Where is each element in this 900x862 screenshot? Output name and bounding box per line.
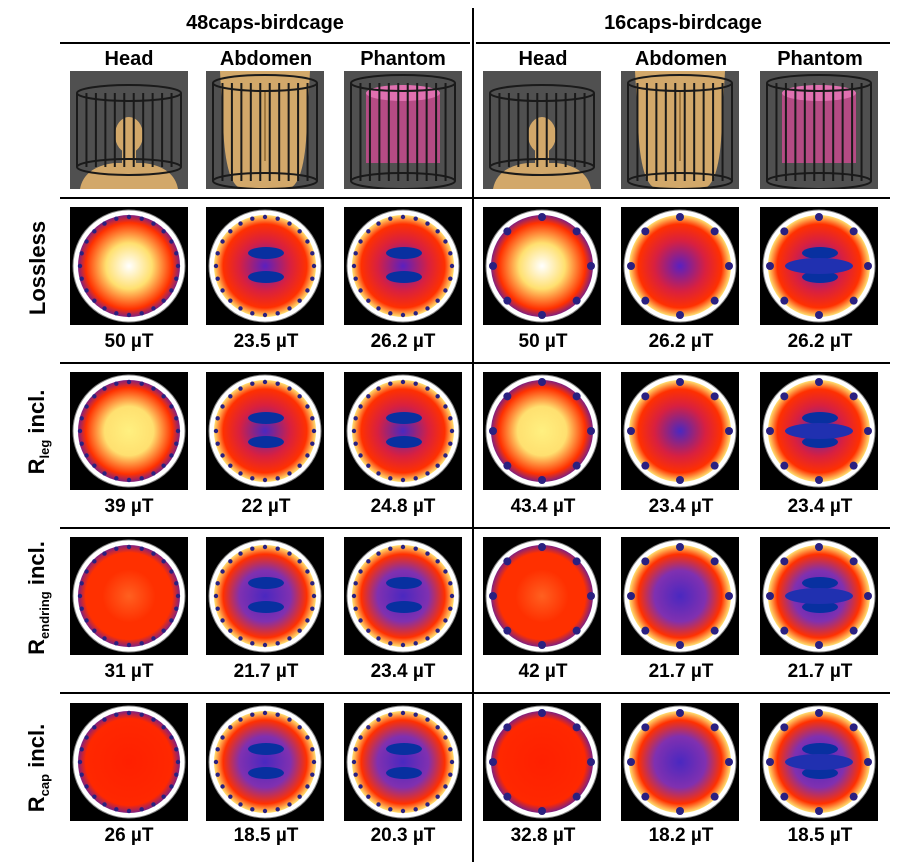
b1-value-label: 43.4 µT xyxy=(510,496,576,517)
abdomen-field-map xyxy=(621,537,739,655)
phantom-field-map xyxy=(760,372,878,490)
head-field-map xyxy=(483,207,601,325)
abdomen-field-map xyxy=(621,372,739,490)
head-model-thumbnail xyxy=(70,71,188,189)
b1-value-label: 26 µT xyxy=(104,825,154,846)
b1-value-label: 18.2 µT xyxy=(648,825,714,846)
abdomen-model-thumbnail xyxy=(206,71,324,189)
column-header: Head xyxy=(518,48,568,70)
header-underline xyxy=(476,42,890,44)
b1-value-label: 23.5 µT xyxy=(233,331,299,352)
b1-value-label: 21.7 µT xyxy=(648,661,714,682)
head-field-map xyxy=(483,703,601,821)
phantom-field-map xyxy=(344,703,462,821)
b1-value-label: 21.7 µT xyxy=(233,661,299,682)
b1-value-label: 23.4 µT xyxy=(648,496,714,517)
row-divider xyxy=(60,692,890,694)
b1-value-label: 50 µT xyxy=(518,331,568,352)
phantom-field-map xyxy=(344,207,462,325)
abdomen-field-map xyxy=(206,207,324,325)
head-model-thumbnail xyxy=(483,71,601,189)
column-header: Abdomen xyxy=(219,48,313,70)
b1-value-label: 18.5 µT xyxy=(787,825,853,846)
b1-value-label: 26.2 µT xyxy=(787,331,853,352)
row-divider xyxy=(60,197,890,199)
abdomen-field-map xyxy=(621,703,739,821)
row-label-rendring: Rendring incl. xyxy=(23,541,53,655)
row-divider xyxy=(60,362,890,364)
head-field-map xyxy=(70,703,188,821)
phantom-field-map xyxy=(760,703,878,821)
head-field-map xyxy=(483,372,601,490)
head-field-map xyxy=(70,372,188,490)
phantom-field-map xyxy=(344,537,462,655)
abdomen-model-thumbnail xyxy=(621,71,739,189)
group-title-48caps: 48caps-birdcage xyxy=(186,12,344,34)
head-field-map xyxy=(70,537,188,655)
phantom-model-thumbnail xyxy=(344,71,462,189)
abdomen-field-map xyxy=(206,703,324,821)
head-field-map xyxy=(70,207,188,325)
b1-value-label: 42 µT xyxy=(518,661,568,682)
row-divider xyxy=(60,527,890,529)
column-header: Phantom xyxy=(777,48,863,70)
column-header: Phantom xyxy=(360,48,446,70)
phantom-field-map xyxy=(344,372,462,490)
phantom-model-thumbnail xyxy=(760,71,878,189)
abdomen-field-map xyxy=(206,372,324,490)
b1-value-label: 18.5 µT xyxy=(233,825,299,846)
b1-value-label: 50 µT xyxy=(104,331,154,352)
b1-value-label: 23.4 µT xyxy=(787,496,853,517)
head-field-map xyxy=(483,537,601,655)
row-label-lossless: Lossless xyxy=(25,220,50,316)
row-label-rleg: Rleg incl. xyxy=(23,389,53,475)
abdomen-field-map xyxy=(621,207,739,325)
row-label-rcap: Rcap incl. xyxy=(23,723,53,813)
phantom-field-map xyxy=(760,207,878,325)
column-header: Head xyxy=(104,48,154,70)
column-header: Abdomen xyxy=(634,48,728,70)
b1-value-label: 21.7 µT xyxy=(787,661,853,682)
b1-value-label: 20.3 µT xyxy=(370,825,436,846)
header-underline xyxy=(60,42,470,44)
b1-value-label: 22 µT xyxy=(241,496,291,517)
group-title-16caps: 16caps-birdcage xyxy=(604,12,762,34)
b1-value-label: 31 µT xyxy=(104,661,154,682)
b1-value-label: 39 µT xyxy=(104,496,154,517)
b1-value-label: 24.8 µT xyxy=(370,496,436,517)
vertical-divider xyxy=(472,8,474,862)
phantom-field-map xyxy=(760,537,878,655)
b1-value-label: 32.8 µT xyxy=(510,825,576,846)
abdomen-field-map xyxy=(206,537,324,655)
b1-value-label: 23.4 µT xyxy=(370,661,436,682)
b1-value-label: 26.2 µT xyxy=(648,331,714,352)
b1-value-label: 26.2 µT xyxy=(370,331,436,352)
